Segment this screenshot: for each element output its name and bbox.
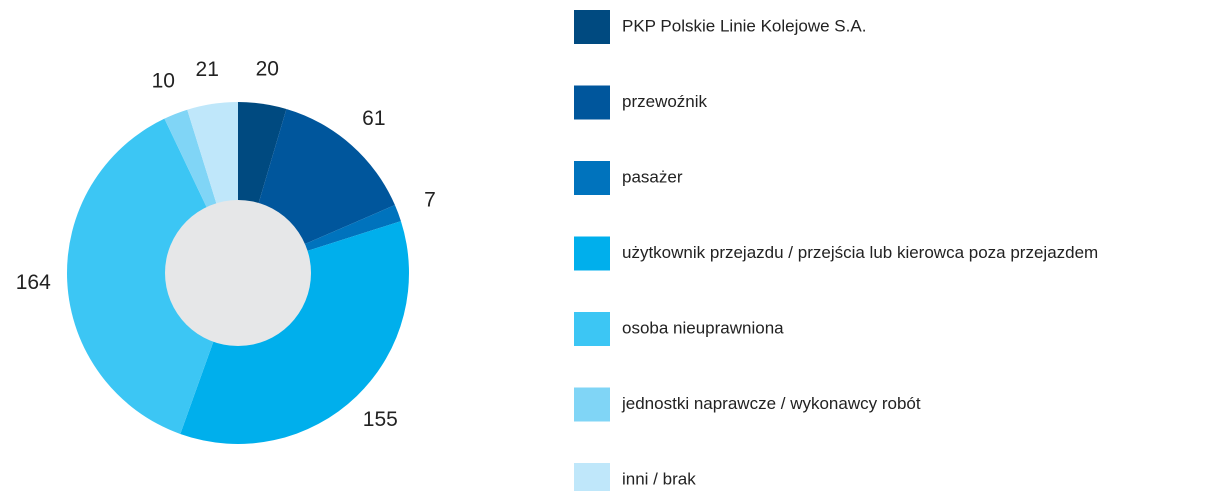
legend-swatch (574, 10, 610, 44)
legend-label: osoba nieuprawniona (622, 318, 784, 337)
legend-label: PKP Polskie Linie Kolejowe S.A. (622, 16, 866, 35)
value-label: 10 (152, 70, 175, 93)
donut-hole (165, 200, 311, 346)
legend-swatch (574, 161, 610, 195)
legend-swatch (574, 387, 610, 422)
slice (66, 118, 238, 434)
legend-swatch (574, 236, 610, 271)
value-label: 7 (424, 189, 436, 212)
legend-swatch (574, 85, 610, 120)
legend-label: przewoźnik (622, 92, 708, 111)
legend-label: inni / brak (622, 469, 696, 488)
value-label: 61 (362, 107, 385, 130)
legend-label: jednostki naprawcze / wykonawcy robót (621, 394, 921, 413)
legend-label: użytkownik przejazdu / przejścia lub kie… (622, 243, 1098, 262)
legend-swatch (574, 312, 610, 346)
value-label: 20 (256, 58, 279, 81)
value-label: 164 (16, 271, 51, 294)
legend-label: pasażer (622, 167, 683, 186)
value-label: 155 (363, 408, 398, 431)
legend-swatch (574, 463, 610, 491)
value-label: 21 (196, 58, 219, 81)
